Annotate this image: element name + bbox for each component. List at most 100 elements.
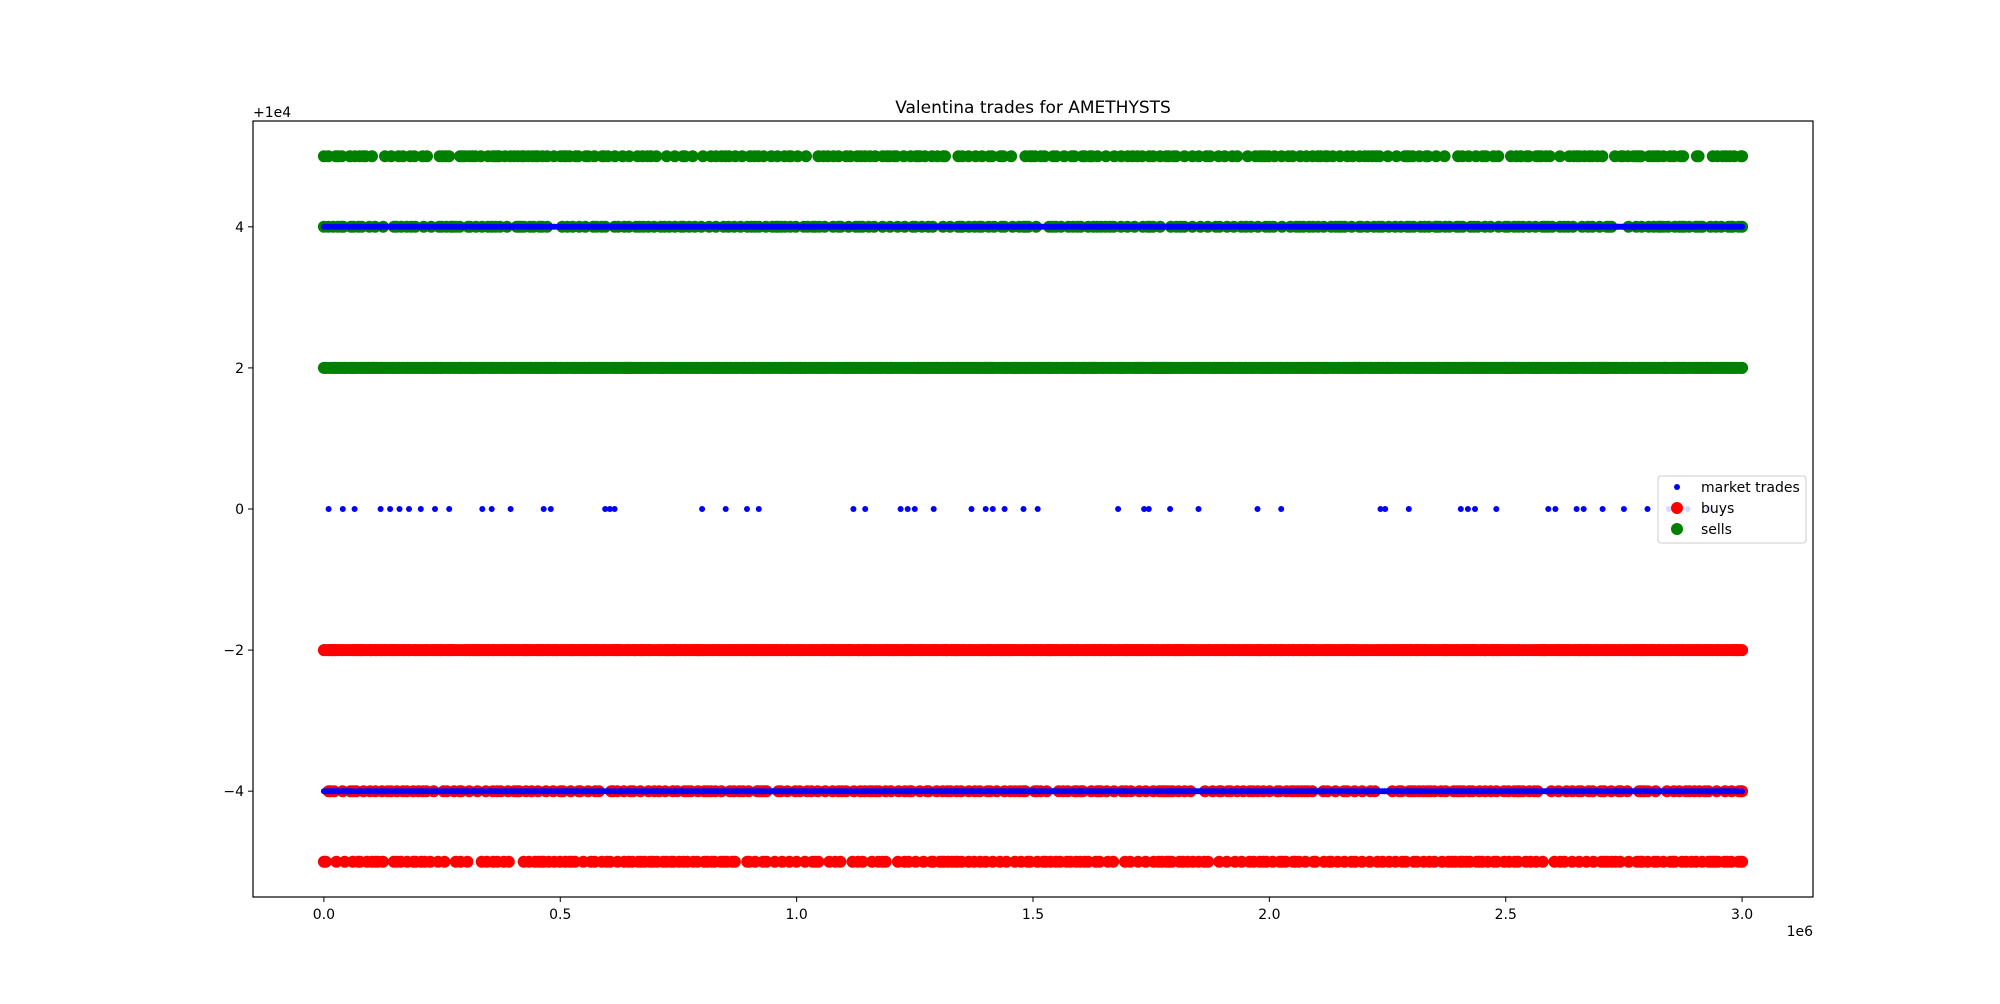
point-sells [421, 150, 433, 163]
point-sells [650, 150, 663, 163]
point-market-trades [396, 506, 403, 512]
point-market-trades [406, 506, 412, 512]
point-market-trades [862, 506, 869, 512]
point-sells [668, 150, 681, 163]
point-market-trades [1001, 506, 1008, 512]
point-market-trades [850, 506, 857, 512]
series-layer [317, 150, 1749, 868]
point-market-trades [1739, 223, 1746, 230]
point-sells [1068, 150, 1081, 163]
point-sells [1736, 361, 1749, 374]
point-market-trades [1493, 506, 1500, 512]
point-buys [1000, 855, 1013, 868]
point-market-trades [1382, 506, 1389, 512]
point-buys [1093, 855, 1106, 868]
point-market-trades [507, 506, 514, 512]
point-sells [986, 150, 999, 163]
point-market-trades [755, 506, 762, 512]
point-buys [1736, 855, 1749, 868]
point-sells [1596, 150, 1609, 163]
point-sells [686, 150, 699, 163]
point-buys [856, 855, 869, 868]
point-market-trades [432, 506, 438, 512]
point-buys [1622, 855, 1635, 868]
point-buys [760, 855, 773, 868]
point-sells [1692, 150, 1705, 163]
point-sells [1422, 150, 1434, 163]
point-buys [461, 855, 474, 868]
point-market-trades [744, 506, 750, 512]
point-sells [1100, 150, 1112, 163]
point-buys [879, 855, 892, 868]
point-buys [812, 855, 825, 868]
point-market-trades [387, 506, 394, 512]
point-sells [1492, 150, 1505, 163]
point-market-trades [611, 506, 618, 512]
point-sells [791, 150, 804, 163]
point-market-trades [1195, 506, 1202, 512]
point-market-trades [911, 506, 918, 512]
point-market-trades [722, 506, 729, 512]
point-sells [366, 150, 378, 163]
point-sells [443, 150, 455, 163]
point-market-trades [1278, 506, 1285, 512]
point-sells [1390, 150, 1403, 163]
point-market-trades [540, 506, 547, 512]
point-sells [1231, 150, 1244, 163]
point-market-trades [339, 506, 346, 512]
point-market-trades [1254, 506, 1261, 512]
point-market-trades [930, 506, 937, 512]
point-market-trades [1552, 506, 1559, 512]
point-sells [1204, 150, 1217, 163]
point-market-trades [1034, 506, 1041, 512]
point-market-trades [479, 506, 486, 512]
point-market-trades [1167, 506, 1174, 512]
point-sells [1438, 150, 1451, 163]
point-market-trades [1464, 506, 1471, 512]
point-buys [438, 855, 451, 868]
point-market-trades [488, 506, 495, 512]
point-market-trades [1620, 506, 1627, 512]
point-sells [623, 150, 636, 163]
point-market-trades [1020, 506, 1027, 512]
point-market-trades [1457, 506, 1464, 512]
point-market-trades [417, 506, 424, 512]
point-sells [939, 150, 951, 163]
point-buys [790, 855, 803, 868]
point-market-trades [1405, 506, 1412, 512]
point-buys [1299, 855, 1312, 868]
point-market-trades [446, 506, 453, 512]
point-market-trades [897, 506, 904, 512]
point-market-trades [982, 506, 989, 512]
point-market-trades [699, 506, 706, 512]
point-buys [1536, 855, 1549, 868]
point-sells [1635, 150, 1647, 163]
point-market-trades [1145, 506, 1152, 512]
point-sells [1038, 150, 1051, 163]
point-sells [1553, 150, 1566, 163]
point-buys [376, 855, 389, 868]
point-buys [319, 855, 332, 868]
point-market-trades [1580, 506, 1587, 512]
point-market-trades [1573, 506, 1580, 512]
point-buys [502, 855, 515, 868]
point-market-trades [1472, 506, 1478, 512]
point-buys [1107, 855, 1120, 868]
point-buys [330, 855, 343, 868]
point-buys [1220, 855, 1233, 868]
point-sells [800, 150, 812, 163]
point-sells [1381, 150, 1394, 163]
point-market-trades [377, 506, 384, 512]
point-buys [834, 855, 847, 868]
point-sells [1736, 150, 1749, 163]
point-buys [569, 855, 581, 868]
point-market-trades [325, 506, 332, 512]
point-market-trades [904, 506, 911, 512]
point-market-trades [1545, 506, 1552, 512]
point-sells [408, 150, 421, 163]
point-sells [1677, 150, 1690, 163]
point-buys [1309, 855, 1322, 868]
point-sells [1170, 150, 1183, 163]
